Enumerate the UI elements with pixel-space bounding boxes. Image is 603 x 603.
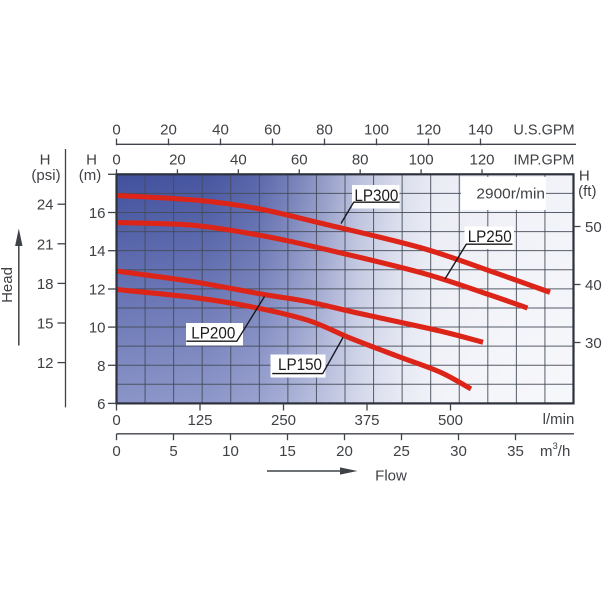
svg-text:(psi): (psi) xyxy=(31,167,60,184)
svg-text:80: 80 xyxy=(316,122,333,139)
svg-text:100: 100 xyxy=(364,122,389,139)
svg-text:140: 140 xyxy=(468,122,493,139)
svg-text:H: H xyxy=(40,151,51,168)
svg-text:24: 24 xyxy=(37,197,54,214)
svg-text:l/min: l/min xyxy=(543,411,575,428)
svg-text:LP300: LP300 xyxy=(354,186,398,205)
svg-text:30: 30 xyxy=(450,443,467,460)
svg-text:25: 25 xyxy=(393,443,410,460)
svg-text:120: 120 xyxy=(416,122,441,139)
svg-text:21: 21 xyxy=(37,236,54,253)
svg-text:15: 15 xyxy=(279,443,296,460)
svg-text:60: 60 xyxy=(291,152,308,169)
svg-text:12: 12 xyxy=(89,281,106,298)
svg-text:80: 80 xyxy=(352,152,369,169)
svg-text:12: 12 xyxy=(37,355,54,372)
svg-text:60: 60 xyxy=(264,122,281,139)
svg-text:0: 0 xyxy=(112,122,120,139)
svg-text:H: H xyxy=(86,151,97,168)
svg-text:2900r/min: 2900r/min xyxy=(476,186,545,203)
svg-text:15: 15 xyxy=(37,315,54,332)
svg-text:375: 375 xyxy=(354,412,379,429)
svg-text:50: 50 xyxy=(585,219,602,236)
svg-text:35: 35 xyxy=(507,443,524,460)
svg-text:20: 20 xyxy=(160,122,177,139)
svg-text:100: 100 xyxy=(409,152,434,169)
svg-text:14: 14 xyxy=(89,243,106,260)
svg-text:120: 120 xyxy=(470,152,495,169)
svg-text:20: 20 xyxy=(169,152,186,169)
svg-text:LP250: LP250 xyxy=(468,227,512,246)
svg-text:10: 10 xyxy=(89,320,106,337)
svg-text:18: 18 xyxy=(37,276,54,293)
svg-text:H: H xyxy=(579,168,590,185)
svg-text:250: 250 xyxy=(271,412,296,429)
svg-text:10: 10 xyxy=(222,443,239,460)
svg-text:Flow: Flow xyxy=(375,467,407,484)
svg-text:(ft): (ft) xyxy=(578,183,596,200)
svg-text:m3/h: m3/h xyxy=(540,440,570,459)
svg-text:5: 5 xyxy=(169,443,177,460)
svg-text:0: 0 xyxy=(112,412,120,429)
svg-text:U.S.GPM: U.S.GPM xyxy=(513,122,574,138)
svg-text:8: 8 xyxy=(97,358,105,375)
svg-text:6: 6 xyxy=(97,396,105,413)
svg-text:LP200: LP200 xyxy=(191,323,235,342)
svg-text:IMP.GPM: IMP.GPM xyxy=(514,152,575,168)
svg-text:40: 40 xyxy=(585,277,602,294)
svg-text:500: 500 xyxy=(438,412,463,429)
svg-text:0: 0 xyxy=(112,443,120,460)
svg-text:0: 0 xyxy=(112,152,120,169)
svg-text:40: 40 xyxy=(212,122,229,139)
svg-text:30: 30 xyxy=(585,335,602,352)
svg-text:(m): (m) xyxy=(79,167,102,184)
svg-text:Head: Head xyxy=(0,267,16,303)
svg-text:20: 20 xyxy=(336,443,353,460)
svg-text:LP150: LP150 xyxy=(278,355,322,374)
svg-text:125: 125 xyxy=(187,412,212,429)
svg-text:40: 40 xyxy=(230,152,247,169)
svg-text:16: 16 xyxy=(89,205,106,222)
